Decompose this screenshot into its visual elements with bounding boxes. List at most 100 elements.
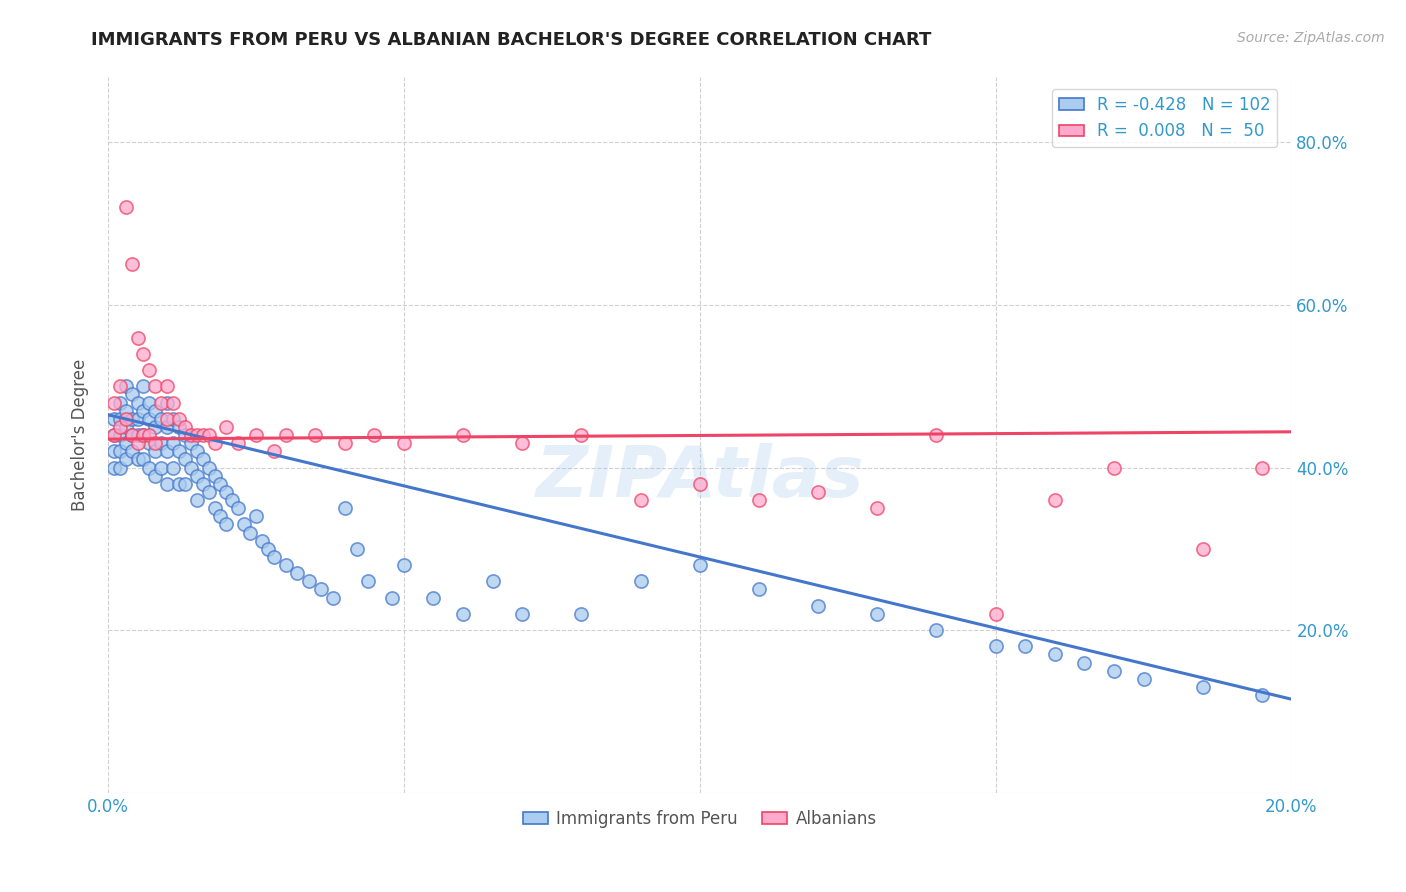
Point [167, 444, 190, 458]
Point [167, 476, 190, 491]
Point [1043, 493, 1066, 508]
Point [186, 444, 208, 458]
Point [138, 411, 160, 425]
Point [226, 436, 249, 450]
Point [103, 444, 125, 458]
Point [132, 379, 155, 393]
Point [127, 330, 149, 344]
Point [215, 517, 238, 532]
Point [245, 509, 267, 524]
Point [138, 363, 160, 377]
Point [143, 436, 166, 450]
Point [180, 436, 202, 450]
Point [451, 428, 474, 442]
Text: ZIPAtlas: ZIPAtlas [536, 443, 863, 513]
Point [1191, 680, 1213, 694]
Point [132, 428, 155, 442]
Point [984, 607, 1007, 621]
Point [1250, 688, 1272, 702]
Point [191, 476, 214, 491]
Point [167, 420, 190, 434]
Point [197, 460, 219, 475]
Point [689, 558, 711, 573]
Point [114, 201, 136, 215]
Point [162, 436, 184, 450]
Point [569, 428, 592, 442]
Point [103, 428, 125, 442]
Point [150, 411, 173, 425]
Text: Source: ZipAtlas.com: Source: ZipAtlas.com [1237, 31, 1385, 45]
Point [630, 493, 652, 508]
Point [103, 395, 125, 409]
Point [1102, 664, 1125, 678]
Point [263, 549, 285, 564]
Point [108, 395, 131, 409]
Point [322, 591, 344, 605]
Point [156, 476, 179, 491]
Point [191, 428, 214, 442]
Point [215, 420, 238, 434]
Point [114, 420, 136, 434]
Point [1102, 460, 1125, 475]
Point [245, 428, 267, 442]
Point [392, 436, 415, 450]
Point [156, 444, 179, 458]
Point [108, 379, 131, 393]
Point [103, 428, 125, 442]
Point [807, 599, 830, 613]
Point [138, 436, 160, 450]
Point [180, 428, 202, 442]
Point [138, 460, 160, 475]
Point [143, 379, 166, 393]
Point [114, 379, 136, 393]
Point [191, 452, 214, 467]
Point [156, 411, 179, 425]
Point [162, 411, 184, 425]
Point [143, 468, 166, 483]
Point [363, 428, 385, 442]
Point [451, 607, 474, 621]
Legend: Immigrants from Peru, Albanians: Immigrants from Peru, Albanians [516, 803, 883, 834]
Point [510, 607, 533, 621]
Point [167, 411, 190, 425]
Point [209, 509, 232, 524]
Point [108, 444, 131, 458]
Point [250, 533, 273, 548]
Point [807, 485, 830, 500]
Point [285, 566, 308, 581]
Point [481, 574, 503, 589]
Point [180, 460, 202, 475]
Point [108, 411, 131, 425]
Point [221, 493, 243, 508]
Point [925, 428, 948, 442]
Point [108, 420, 131, 434]
Point [422, 591, 444, 605]
Point [1073, 656, 1095, 670]
Point [510, 436, 533, 450]
Point [569, 607, 592, 621]
Point [357, 574, 380, 589]
Point [103, 411, 125, 425]
Point [392, 558, 415, 573]
Point [204, 468, 226, 483]
Point [186, 428, 208, 442]
Point [121, 257, 143, 271]
Point [114, 452, 136, 467]
Point [174, 452, 197, 467]
Point [121, 444, 143, 458]
Point [204, 436, 226, 450]
Point [150, 436, 173, 450]
Point [925, 623, 948, 637]
Point [156, 379, 179, 393]
Point [114, 403, 136, 417]
Point [174, 420, 197, 434]
Point [143, 403, 166, 417]
Point [215, 485, 238, 500]
Point [304, 428, 326, 442]
Point [121, 428, 143, 442]
Point [150, 460, 173, 475]
Point [233, 517, 256, 532]
Point [204, 501, 226, 516]
Point [748, 493, 770, 508]
Point [748, 582, 770, 597]
